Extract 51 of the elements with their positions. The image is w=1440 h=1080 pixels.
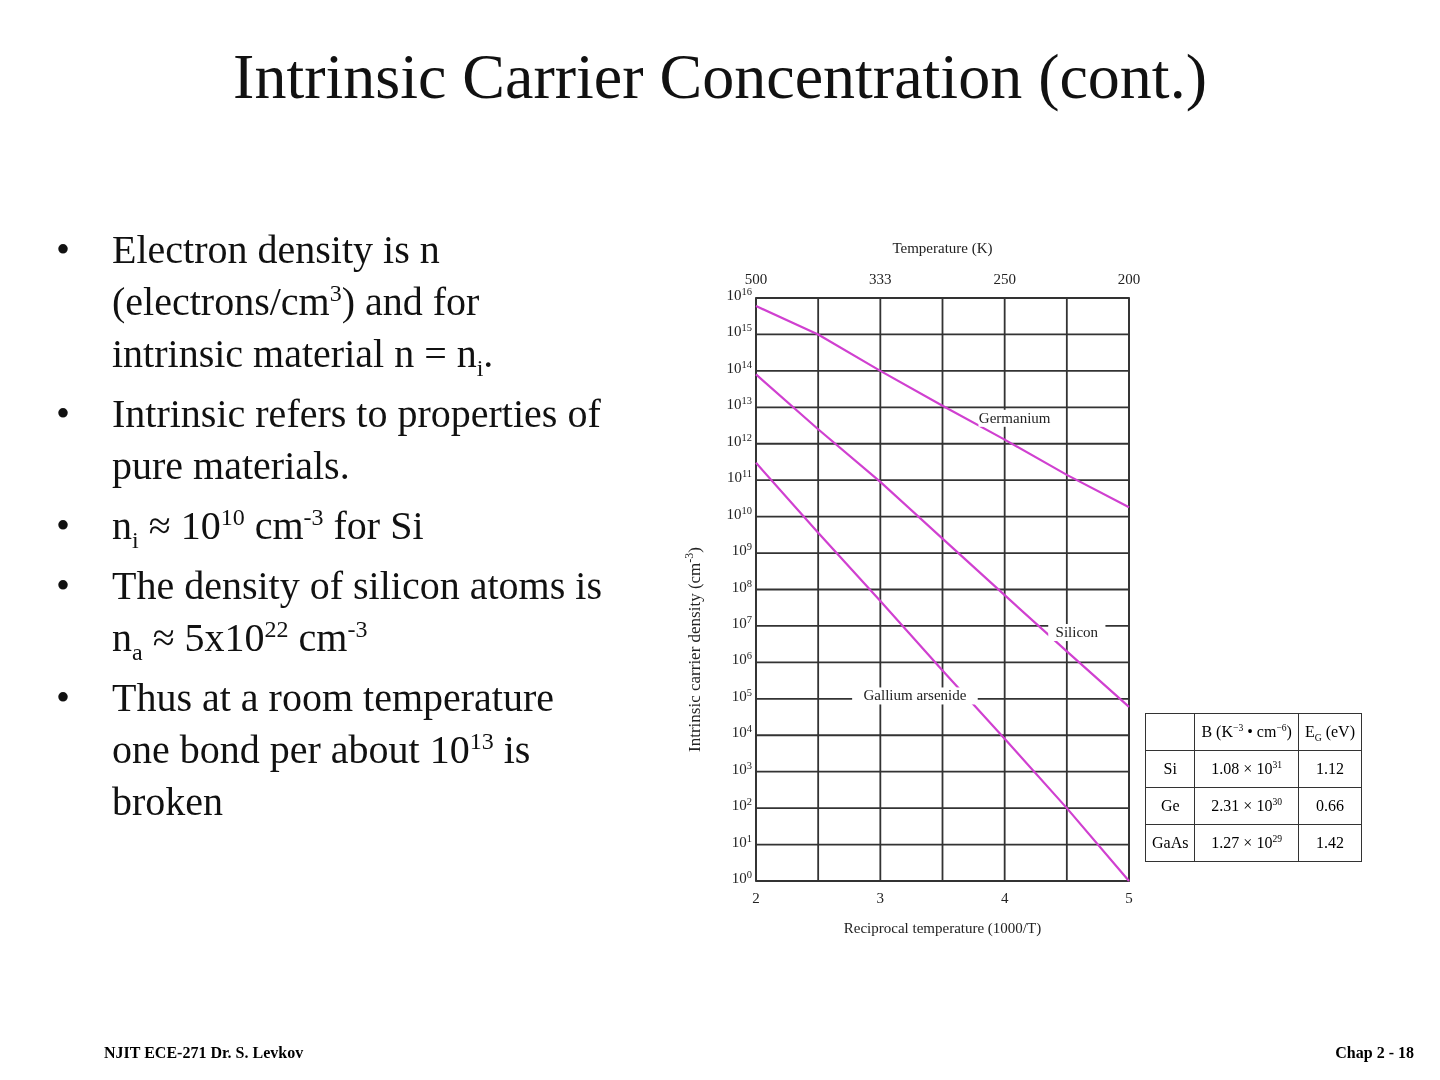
text: 500	[744, 271, 768, 287]
y-tick-label: 10$^{0}$	[731, 868, 752, 886]
text: 1.27 × 10$^{29}$	[1194, 824, 1299, 862]
text: 1.12	[1298, 750, 1362, 788]
y-tick-label: 10$^{13}$	[726, 394, 752, 413]
text: 250	[993, 271, 1016, 287]
text: 1.08 × 10$^{31}$	[1194, 750, 1299, 788]
y-tick-label: 10$^{15}$	[726, 321, 752, 340]
y-tick-label: 10$^{6}$	[731, 649, 752, 668]
y-tick-label: 10$^{16}$	[726, 285, 752, 303]
x-tick-label: 4	[1000, 890, 1009, 906]
text: GaAs	[1145, 824, 1195, 862]
text: 333	[869, 271, 892, 287]
y-tick-label: 10$^{11}$	[726, 467, 752, 486]
text: • n$_{i}$ ≈ 10$^{10}$ cm$^{-3}$ for Si	[56, 502, 424, 553]
y-tick-label: 10$^{1}$	[731, 832, 752, 850]
text: Ge	[1145, 787, 1195, 825]
text: 0.66	[1298, 787, 1362, 825]
y-tick-label: 10$^{10}$	[726, 504, 752, 522]
text: • The density of silicon atoms is n$_{a}$ ≈ 5x10$^{22}$ cm$^{-3}$	[56, 562, 603, 665]
y-tick-label: 10$^{5}$	[731, 686, 752, 704]
line-series	[754, 304, 1131, 509]
y-tick-label: 10$^{4}$	[731, 722, 753, 741]
x-tick-label: 2	[752, 890, 760, 906]
text: 2.31 × 10$^{30}$	[1194, 787, 1299, 825]
series-label: Germanium	[978, 409, 1051, 426]
text: Chap 2 - 18	[1335, 1044, 1414, 1062]
y-tick-label: 10$^{7}$	[731, 613, 752, 631]
y-tick-label: 10$^{14}$	[726, 358, 753, 376]
text: • Electron density is n (electrons/cm$^{3}$) and for intrinsic material n = n$_{i}$.	[56, 226, 495, 381]
chart-title: Intrinsic Carrier Concentration (cont.)	[232, 40, 1208, 114]
text: • Intrinsic refers to properties of pure materials.	[56, 390, 602, 490]
y-tick-label: 10$^{12}$	[726, 431, 752, 449]
x-axis-title: Reciprocal temperature (1000/T)	[843, 920, 1042, 937]
series-label: Silicon	[1055, 624, 1099, 641]
x-tick-label: 5	[1125, 890, 1133, 906]
text: 200	[1117, 271, 1141, 287]
series-label: Gallium arsenide	[863, 687, 967, 704]
text: B (K$^{−3}$ • cm$^{−6}$)	[1194, 713, 1299, 751]
line-series	[754, 373, 1131, 708]
x-tick-label: 3	[876, 890, 885, 906]
text: E$_{G}$ (eV)	[1298, 713, 1362, 751]
text: • Thus at a room temperature one bond per about 10$^{13}$ is broken	[56, 675, 555, 824]
y-tick-label: 10$^{9}$	[731, 540, 752, 559]
text: NJIT ECE-271 Dr. S. Levkov	[104, 1044, 304, 1062]
text: 1.42	[1298, 824, 1362, 862]
text: Si	[1145, 750, 1195, 788]
y-tick-label: 10$^{8}$	[731, 577, 752, 595]
y-tick-label: 10$^{2}$	[731, 795, 752, 814]
y-tick-label: 10$^{3}$	[731, 759, 752, 777]
x2-axis-title: Temperature (K)	[892, 240, 993, 257]
